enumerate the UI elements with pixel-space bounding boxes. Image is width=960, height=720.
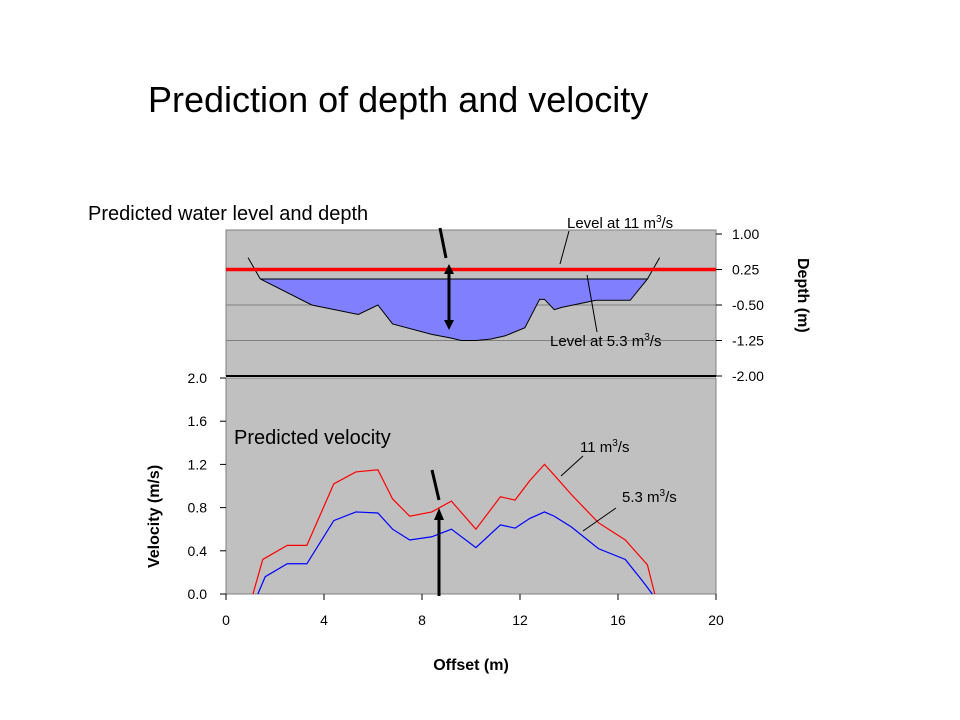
velocity-y-tick-label: 0.0 xyxy=(188,586,208,602)
velocity-y-tick-label: 0.4 xyxy=(188,543,208,559)
velocity-measure-arrowhead-up xyxy=(434,508,444,520)
velocity-y-tick-label: 2.0 xyxy=(188,370,208,386)
depth-y-tick-label: 1.00 xyxy=(732,226,759,242)
series-5.3-annotation: 5.3 m3/s xyxy=(622,488,677,506)
depth-chart: Predicted water level and depth 1.00 0.25… xyxy=(88,203,811,384)
velocity-x-tick-label: 12 xyxy=(512,612,528,628)
depth-y-ticks: 1.00 0.25 -0.50 -1.25 -2.00 xyxy=(716,226,764,384)
velocity-y-tick-label: 0.8 xyxy=(188,500,208,516)
velocity-y-tick-label: 1.2 xyxy=(188,456,208,472)
depth-pointer-arrow xyxy=(438,227,448,259)
velocity-x-tick-label: 0 xyxy=(222,612,230,628)
water-depth-area xyxy=(260,278,649,341)
depth-y-tick-label: 0.25 xyxy=(732,262,759,278)
velocity-pointer-arrow xyxy=(430,469,441,501)
series-11-annotation: 11 m3/s xyxy=(580,438,629,456)
level-11-leader xyxy=(559,230,570,265)
depth-y-tick-label: -0.50 xyxy=(732,297,764,313)
series-11-leader xyxy=(560,455,584,477)
velocity-y-axis-label: Velocity (m/s) xyxy=(146,465,163,568)
velocity-series-11 xyxy=(252,463,656,595)
depth-y-axis-label: Depth (m) xyxy=(794,258,811,333)
velocity-chart-title: Predicted velocity xyxy=(234,427,391,449)
velocity-x-ticks: 0 4 8 12 16 20 xyxy=(222,594,724,628)
velocity-plot-area xyxy=(225,377,717,595)
level-5.3-leader xyxy=(586,274,598,333)
velocity-x-axis-label: Offset (m) xyxy=(433,657,509,674)
depth-measure-arrowhead-down xyxy=(444,320,454,330)
depth-chart-title: Predicted water level and depth xyxy=(88,203,368,225)
velocity-x-tick-label: 16 xyxy=(610,612,626,628)
velocity-x-tick-label: 4 xyxy=(320,612,328,628)
velocity-series-5.3 xyxy=(257,511,653,595)
level-11-annotation: Level at 11 m3/s xyxy=(567,214,673,232)
velocity-x-tick-label: 8 xyxy=(418,612,426,628)
level-5.3-annotation: Level at 5.3 m3/s xyxy=(550,332,661,350)
depth-measure-arrowhead-up xyxy=(444,264,454,274)
velocity-chart: Predicted velocity 0.0 0.4 0.8 1.2 1.6 2.0 0 4… xyxy=(146,370,724,674)
slide-title: Prediction of depth and velocity xyxy=(148,79,648,120)
depth-y-tick-label: -2.00 xyxy=(732,368,764,384)
depth-y-tick-label: -1.25 xyxy=(732,333,764,349)
velocity-y-ticks: 0.0 0.4 0.8 1.2 1.6 2.0 xyxy=(188,370,226,602)
velocity-x-tick-label: 20 xyxy=(708,612,724,628)
series-5.3-leader xyxy=(582,507,617,532)
velocity-y-tick-label: 1.6 xyxy=(188,413,208,429)
